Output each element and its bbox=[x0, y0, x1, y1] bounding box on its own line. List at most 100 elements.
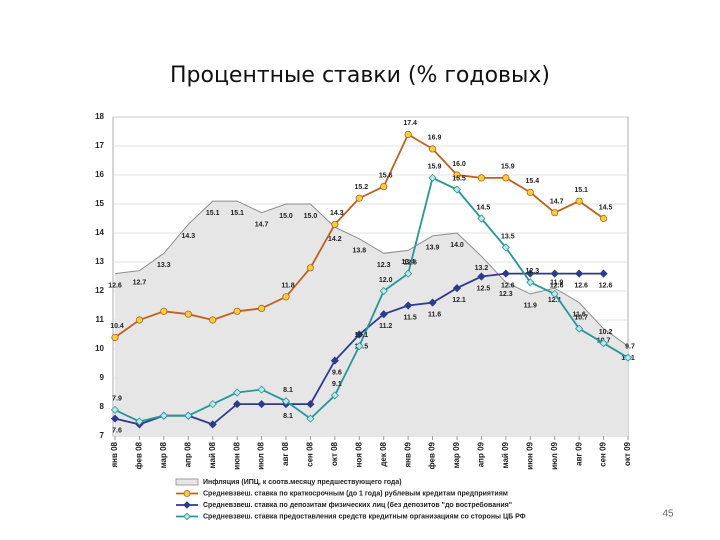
marker bbox=[477, 272, 486, 281]
data-label: 14.3 bbox=[181, 233, 195, 240]
marker bbox=[550, 289, 559, 298]
y-tick-label: 16 bbox=[95, 170, 104, 179]
marker bbox=[160, 307, 168, 315]
marker bbox=[355, 330, 364, 339]
marker bbox=[331, 220, 339, 228]
marker bbox=[257, 385, 266, 394]
marker bbox=[282, 293, 290, 301]
data-label: 14.3 bbox=[330, 210, 344, 217]
data-label: 9.1 bbox=[332, 381, 342, 388]
x-tick-label: апр 08 bbox=[183, 441, 192, 467]
data-label: 12.0 bbox=[379, 277, 393, 284]
marker bbox=[184, 310, 192, 318]
legend-marker bbox=[183, 512, 191, 521]
marker bbox=[135, 417, 144, 426]
data-label: 17.4 bbox=[403, 120, 417, 127]
data-label: 15.9 bbox=[428, 164, 442, 171]
marker bbox=[379, 286, 388, 296]
legend-marker bbox=[183, 490, 191, 497]
data-label: 13.4 bbox=[401, 259, 415, 266]
data-label: 9.6 bbox=[332, 369, 342, 376]
x-tick-label: май 09 bbox=[501, 441, 510, 468]
marker bbox=[110, 414, 120, 423]
marker bbox=[330, 391, 339, 400]
data-label: 10.4 bbox=[110, 323, 124, 330]
x-tick-label: июн 08 bbox=[232, 441, 241, 469]
data-label: 13.9 bbox=[426, 245, 440, 252]
data-label: 15.0 bbox=[304, 213, 318, 220]
data-label: 12.3 bbox=[525, 268, 539, 275]
marker bbox=[452, 185, 462, 194]
marker bbox=[404, 301, 413, 310]
marker bbox=[306, 400, 315, 409]
marker bbox=[355, 194, 363, 202]
data-label: 10.7 bbox=[574, 315, 588, 322]
data-label: 11.6 bbox=[573, 311, 586, 318]
data-label: 13.3 bbox=[157, 262, 171, 269]
x-tick-label: авг 08 bbox=[281, 441, 290, 465]
data-label: 8.1 bbox=[283, 387, 293, 394]
marker bbox=[379, 310, 388, 319]
y-tick-label: 14 bbox=[95, 228, 104, 237]
marker bbox=[599, 214, 608, 223]
x-tick-label: сен 08 bbox=[306, 441, 315, 466]
data-label: 15.1 bbox=[574, 187, 588, 194]
marker bbox=[526, 188, 534, 196]
marker bbox=[452, 284, 462, 293]
legend-label: Средневзвеш. ставка предоставления средс… bbox=[203, 513, 526, 520]
y-tick-label: 15 bbox=[95, 199, 104, 208]
marker bbox=[355, 342, 364, 351]
data-label: 15.6 bbox=[379, 172, 393, 179]
y-tick-label: 18 bbox=[95, 112, 104, 121]
y-tick-label: 12 bbox=[95, 286, 104, 295]
data-label: 12.7 bbox=[133, 280, 147, 287]
marker bbox=[575, 269, 584, 278]
marker bbox=[380, 183, 388, 191]
x-tick-label: фев 09 bbox=[428, 441, 437, 469]
marker bbox=[477, 214, 486, 223]
marker bbox=[599, 269, 608, 278]
chart-title: Процентные ставки (% годовых) bbox=[170, 63, 550, 88]
y-tick-label: 11 bbox=[96, 315, 105, 324]
data-label: 12.1 bbox=[452, 297, 466, 304]
x-tick-label: июл 08 bbox=[257, 441, 266, 469]
data-label: 15.1 bbox=[230, 210, 244, 217]
x-tick-label: янв 09 bbox=[403, 441, 412, 467]
data-label: 11.6 bbox=[428, 311, 441, 318]
marker bbox=[208, 420, 217, 429]
marker bbox=[135, 316, 144, 324]
marker bbox=[526, 269, 535, 278]
marker bbox=[306, 264, 315, 272]
marker bbox=[233, 307, 241, 315]
marker bbox=[501, 269, 510, 278]
x-tick-label: ноя 08 bbox=[354, 441, 363, 467]
marker bbox=[502, 174, 510, 182]
data-label: 14.0 bbox=[450, 242, 464, 249]
data-label: 12.6 bbox=[550, 282, 564, 289]
marker bbox=[110, 405, 120, 414]
data-label: 14.5 bbox=[477, 204, 491, 211]
marker bbox=[501, 243, 510, 252]
data-label: 11.9 bbox=[550, 280, 563, 287]
legend-label: Инфляция (ИПЦ, к соотв.месяцу предшеству… bbox=[203, 479, 402, 486]
data-label: 10.2 bbox=[599, 329, 613, 336]
data-label: 12.3 bbox=[499, 291, 513, 298]
y-tick-label: 10 bbox=[95, 344, 104, 353]
series-line bbox=[114, 200, 629, 347]
y-tick-label: 17 bbox=[95, 141, 104, 150]
x-tick-label: фев 08 bbox=[135, 441, 144, 469]
data-label: 11.8 bbox=[281, 283, 294, 290]
data-label: 12.6 bbox=[599, 282, 613, 289]
marker bbox=[428, 145, 437, 153]
y-tick-label: 9 bbox=[100, 373, 105, 382]
x-tick-label: мар 09 bbox=[452, 441, 461, 468]
data-label: 12.6 bbox=[108, 282, 122, 289]
marker bbox=[623, 353, 633, 362]
marker bbox=[111, 333, 119, 341]
marker bbox=[575, 324, 584, 333]
data-label: 11.2 bbox=[379, 323, 392, 330]
data-label: 14.2 bbox=[328, 236, 342, 243]
data-label: 16.0 bbox=[452, 161, 466, 168]
data-label: 14.7 bbox=[550, 199, 564, 206]
